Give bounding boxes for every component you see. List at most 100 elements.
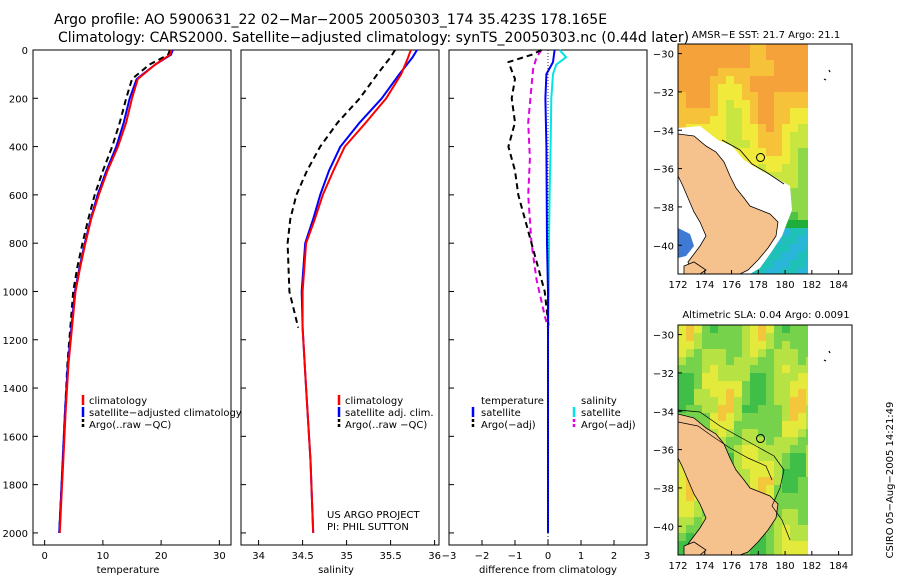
sst-map-title: AMSR−E SST: 21.7 Argo: 21.1 [692, 30, 840, 41]
x-tick-label: −2 [475, 551, 490, 562]
map-cell [726, 68, 734, 76]
map-cell [798, 349, 806, 357]
map-cell [758, 52, 766, 60]
map-cell [798, 501, 806, 509]
y-tick-label: 1400 [3, 384, 28, 395]
map-cell [694, 525, 702, 533]
map-cell [734, 325, 742, 333]
map-cell [726, 397, 734, 405]
map-cell [790, 493, 798, 501]
map-cell [798, 100, 806, 108]
map-cell [750, 389, 758, 397]
map-cell [718, 333, 726, 341]
map-cell [782, 389, 790, 397]
map-cell [798, 333, 806, 341]
legend-salinity-heading: salinity [581, 396, 617, 407]
map-cell [798, 148, 806, 156]
map-cell [782, 148, 790, 156]
map-cell [790, 148, 798, 156]
map-cell [782, 84, 790, 92]
map-cell [782, 421, 790, 429]
x-tick-label: 34.5 [291, 551, 313, 562]
map-cell [766, 132, 774, 140]
map-cell [790, 477, 798, 485]
map-cell [790, 196, 798, 204]
map-cell [718, 325, 726, 333]
map-cell [702, 92, 710, 100]
map-cell [790, 501, 798, 509]
map-cell [782, 493, 790, 501]
map-cell [678, 68, 686, 76]
map-cell [726, 52, 734, 60]
map-cell [758, 325, 766, 333]
map-cell [774, 349, 782, 357]
map-cell [678, 381, 686, 389]
map-cell [734, 381, 742, 389]
map-cell [718, 349, 726, 357]
map-cell [710, 76, 718, 84]
map-cell [742, 445, 750, 453]
map-cell [766, 525, 774, 533]
map-cell [782, 92, 790, 100]
map-cell [790, 172, 798, 180]
map-cell [782, 244, 790, 252]
map-cell [766, 421, 774, 429]
map-cell [686, 525, 694, 533]
map-cell [678, 493, 686, 501]
map-cell [782, 108, 790, 116]
map-cell [750, 477, 758, 485]
map-cell [758, 268, 766, 274]
map-cell [718, 373, 726, 381]
x-tick-label: 35 [340, 551, 353, 562]
map-cell [774, 100, 782, 108]
map-cell [782, 268, 790, 274]
x-tick-label: 20 [155, 551, 168, 562]
map-cell [782, 236, 790, 244]
map-cell [774, 341, 782, 349]
map-cell [758, 84, 766, 92]
map-cell [782, 252, 790, 260]
map-cell [702, 100, 710, 108]
map-cell [774, 84, 782, 92]
map-x-tick-label: 174 [695, 561, 714, 572]
map-cell [686, 493, 694, 501]
map-cell [766, 140, 774, 148]
map-cell [758, 357, 766, 365]
legend-climatology: climatology [345, 396, 403, 407]
legend-climatology: climatology [89, 396, 147, 407]
map-cell [790, 100, 798, 108]
map-cell [710, 44, 718, 52]
map-cell [750, 76, 758, 84]
map-cell [798, 421, 806, 429]
map-cell [710, 116, 718, 124]
map-cell [758, 381, 766, 389]
map-cell [678, 469, 686, 477]
map-cell [734, 365, 742, 373]
map-cell [766, 252, 774, 260]
map-cell [798, 228, 806, 236]
map-cell [718, 84, 726, 92]
map-cell [686, 60, 694, 68]
map-cell [750, 365, 758, 373]
map-cell [790, 156, 798, 164]
map-cell [798, 517, 806, 525]
map-cell [742, 469, 750, 477]
map-y-tick-label: −32 [653, 88, 674, 99]
map-cell [694, 365, 702, 373]
difference-axis-label: difference from climatology [479, 565, 617, 576]
map-cell [742, 140, 750, 148]
map-x-tick-label: 178 [749, 280, 768, 291]
map-x-tick-label: 176 [722, 280, 741, 291]
map-cell [726, 349, 734, 357]
map-cell [774, 469, 782, 477]
map-cell [686, 533, 694, 541]
map-cell [726, 132, 734, 140]
map-cell [702, 44, 710, 52]
temperature-axis-label: temperature [97, 565, 160, 576]
map-cell [726, 421, 734, 429]
map-cell [710, 108, 718, 116]
map-cell [694, 100, 702, 108]
map-y-tick-label: −30 [653, 50, 674, 61]
sla-map-title: Altimetric SLA: 0.04 Argo: 0.0091 [682, 310, 849, 321]
map-cell [798, 413, 806, 421]
